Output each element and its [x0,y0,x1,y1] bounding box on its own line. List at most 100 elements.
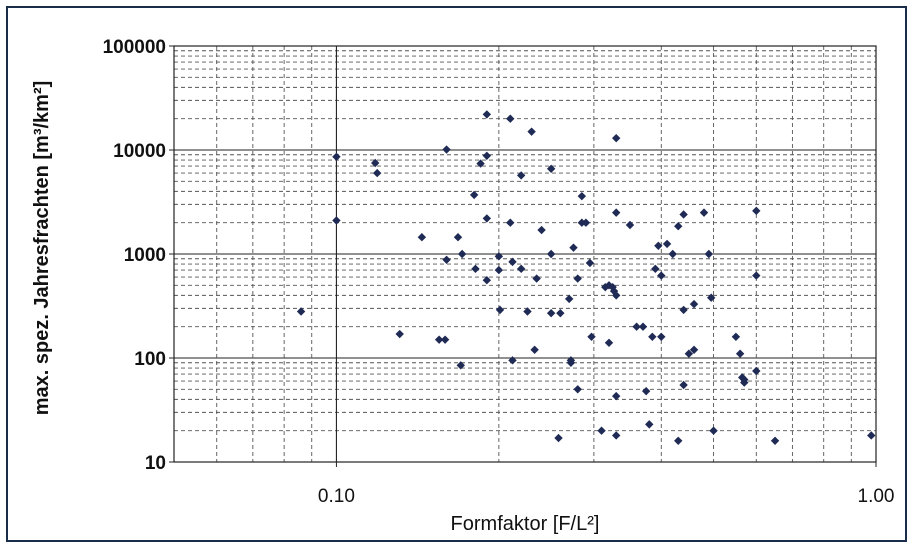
data-point [679,380,688,390]
data-point [699,208,709,217]
data-point [679,210,688,219]
data-point [735,349,745,358]
data-point [372,168,382,178]
data-point [689,345,699,354]
data-point [453,233,463,242]
data-point [554,433,563,443]
data-point [573,385,582,394]
data-point [731,332,741,341]
data-point [654,241,663,250]
data-point [573,274,582,283]
data-point [395,329,404,339]
data-point [434,335,444,344]
data-point [689,299,699,309]
data-point [752,206,761,216]
data-point [612,391,621,401]
y-tick-label: 10000 [113,141,166,162]
data-point [585,258,595,268]
data-point [679,305,688,315]
data-point [537,225,546,235]
x-tick-labels: 0.10 1.00 [318,462,895,507]
data-point [506,218,515,227]
data-point [770,436,780,445]
chart-frame: 10 100 1000 10000 100000 0.10 1.00 Formfaktor… [6,6,907,542]
data-point [523,307,532,316]
data-point [867,431,876,440]
data-point [546,164,556,173]
data-point [456,361,465,370]
data-point [709,426,718,435]
data-point [546,249,556,259]
data-point [442,255,451,264]
data-point [674,436,683,445]
grid-lines [174,46,876,462]
y-tick-labels: 10 100 1000 10000 100000 [103,37,174,474]
data-point [657,332,666,341]
data-points [296,110,876,445]
data-point [508,356,517,365]
data-point [662,239,672,249]
data-point [566,356,576,365]
data-point [546,308,556,318]
data-point [476,159,485,168]
data-point [577,191,587,201]
data-point [601,282,610,292]
data-point [638,322,648,331]
data-point [457,249,467,259]
data-point [482,214,492,223]
data-point [651,264,660,274]
data-point [604,338,614,348]
data-point [597,426,606,435]
y-tick-label: 10 [145,453,166,474]
data-point [612,133,621,143]
y-axis-label: max. spez. Jahresfrachten [m³/km²] [31,81,53,416]
y-tick-label: 100000 [103,37,166,58]
data-point [494,252,504,261]
y-tick-label: 100 [134,349,166,370]
data-point [704,249,714,259]
data-point [564,294,574,304]
data-point [684,349,694,358]
x-tick-label: 1.00 [858,486,895,507]
data-point [625,220,635,230]
data-point [508,257,517,267]
data-point [527,127,536,136]
data-point [608,282,617,292]
data-point [332,152,341,162]
data-point [581,218,591,227]
data-point [530,345,539,354]
data-point [371,158,380,168]
data-point [707,293,716,302]
data-point [752,271,761,280]
data-point [506,114,515,123]
data-point [442,145,451,154]
data-point [648,332,657,341]
data-point [752,366,761,376]
data-point [569,243,578,252]
data-point [612,208,621,217]
data-point [641,386,651,396]
x-axis-label: Formfaktor [F/L²] [451,513,600,535]
data-point [587,332,596,341]
data-point [556,308,565,318]
data-point [516,171,526,180]
data-point [668,249,677,259]
data-point [632,322,641,331]
scatter-chart: 10 100 1000 10000 100000 0.10 1.00 Formfaktor… [31,37,895,535]
x-tick-label: 0.10 [318,486,355,507]
data-point [471,264,480,274]
data-point [612,291,621,300]
data-point [495,305,505,315]
data-point [609,286,619,296]
data-point [612,431,621,440]
data-point [440,335,450,344]
y-tick-label: 1000 [124,245,166,266]
data-point [645,420,654,429]
data-point [674,222,683,231]
data-point [657,271,666,280]
data-point [532,274,541,283]
data-point [482,151,492,160]
data-point [740,378,749,387]
data-point [516,264,526,274]
data-point [494,265,504,275]
